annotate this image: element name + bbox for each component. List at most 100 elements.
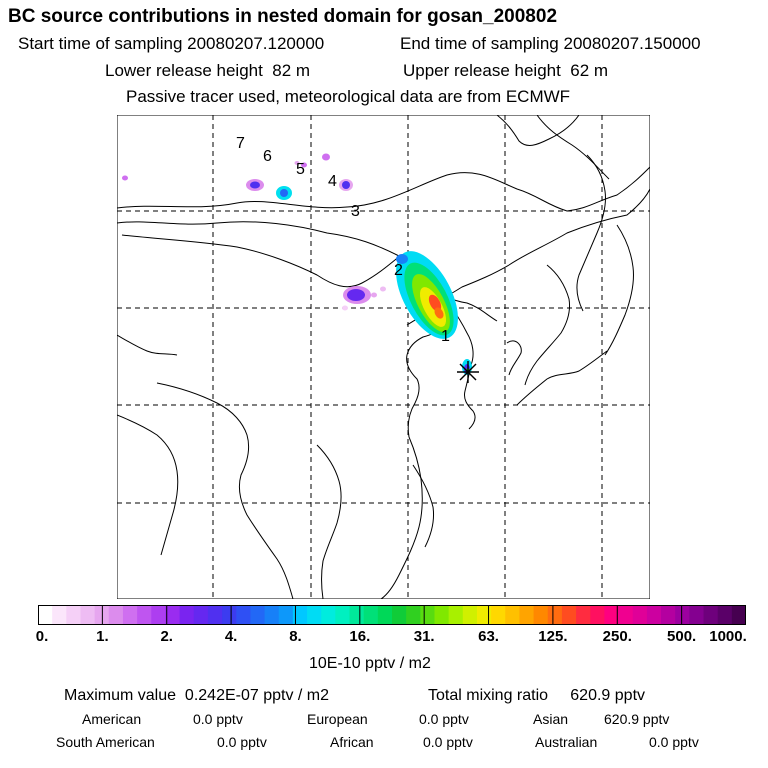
- start-value: 20080207.120000: [187, 34, 325, 53]
- colorbar-segment: [137, 605, 152, 625]
- colorbar-segment: [363, 605, 379, 625]
- tracer-note: Passive tracer used, meteorological data…: [126, 87, 571, 106]
- european-value: 0.0 pptv: [419, 711, 469, 727]
- colorbar-segment: [179, 605, 195, 625]
- colorbar-tick-label: 125.: [538, 628, 568, 645]
- colorbar-segment: [222, 605, 237, 625]
- colorbar-segment: [420, 605, 435, 625]
- colorbar-tick-label: 500.: [667, 628, 697, 645]
- colorbar-tick-label: 1000.: [709, 628, 747, 645]
- colorbar-segment: [264, 605, 280, 625]
- trajectory-label-6: 6: [263, 148, 272, 165]
- colorbar-segment: [377, 605, 393, 625]
- colorbar: [38, 605, 746, 625]
- colorbar-segment: [292, 605, 308, 625]
- colorbar-segment: [703, 605, 719, 625]
- colorbar-tick-label: 250.: [602, 628, 632, 645]
- american-value: 0.0 pptv: [193, 711, 243, 727]
- colorbar-segment: [462, 605, 478, 625]
- colorbar-segment: [207, 605, 223, 625]
- start-time: Start time of sampling 20080207.120000: [18, 34, 324, 54]
- colorbar-tick-label: 31.: [413, 628, 435, 645]
- start-label: Start time of sampling: [18, 34, 183, 53]
- colorbar-segment: [675, 605, 690, 625]
- colorbar-tick-label: 4.: [224, 628, 238, 645]
- colorbar-segment: [278, 605, 294, 625]
- african-label: African: [330, 734, 374, 750]
- colorbar-segment: [448, 605, 464, 625]
- colorbar-segment: [349, 605, 365, 625]
- coastlines: [117, 115, 650, 599]
- total-number: 620.9 pptv: [570, 687, 646, 704]
- map-panel: 1 2 3 4 5 6 7: [117, 115, 650, 599]
- star-marker: [457, 361, 479, 383]
- colorbar-unit: 10E-10 pptv / m2: [309, 655, 431, 672]
- colorbar-segment: [122, 605, 138, 625]
- total-mixing: Total mixing ratio 620.9 pptv: [428, 687, 645, 705]
- colorbar-segment: [561, 605, 577, 625]
- colorbar-segment: [519, 605, 535, 625]
- colorbar-segment: [434, 605, 450, 625]
- colorbar-segment: [321, 605, 336, 625]
- colorbar-segment: [108, 605, 124, 625]
- colorbar-segment: [66, 605, 81, 625]
- upper-release: Upper release height 62 m: [403, 61, 608, 81]
- colorbar-border: [38, 605, 746, 625]
- colorbar-segment: [576, 605, 591, 625]
- colorbar-segment: [406, 605, 421, 625]
- colorbar-segment: [52, 605, 67, 625]
- colorbar-segment: [491, 605, 506, 625]
- end-time: End time of sampling 20080207.150000: [400, 34, 701, 54]
- trajectory-label-3: 3: [351, 203, 360, 220]
- total-label: Total mixing ratio: [428, 687, 549, 704]
- south-american-label: South American: [56, 734, 155, 750]
- colorbar-segment: [618, 605, 634, 625]
- colorbar-segment: [604, 605, 620, 625]
- colorbar-segment: [689, 605, 705, 625]
- colorbar-segment: [335, 605, 351, 625]
- african-value: 0.0 pptv: [423, 734, 473, 750]
- american-label: American: [82, 711, 142, 727]
- trajectory-label-5: 5: [296, 161, 305, 178]
- upper-label: Upper release height: [403, 61, 561, 80]
- colorbar-tick-label: 1.: [96, 628, 109, 645]
- colorbar-segment: [392, 605, 407, 625]
- colorbar-tick-label: 16.: [349, 628, 371, 645]
- colorbar-segment: [731, 605, 746, 625]
- colorbar-segment: [505, 605, 520, 625]
- trajectory-label-2: 2: [394, 262, 403, 279]
- colorbar-segment: [236, 605, 251, 625]
- colorbar-segment: [250, 605, 266, 625]
- lower-label: Lower release height: [105, 61, 263, 80]
- australian-label: Australian: [535, 734, 598, 750]
- colorbar-segment: [307, 605, 322, 625]
- colorbar-segment: [193, 605, 209, 625]
- concentration-field: [122, 153, 472, 375]
- end-value: 20080207.150000: [563, 34, 701, 53]
- lower-release: Lower release height 82 m: [105, 61, 310, 81]
- colorbar-segment: [547, 605, 563, 625]
- colorbar-tick-label: 8.: [289, 628, 302, 645]
- lower-value: 82 m: [272, 61, 311, 80]
- trajectory-label-1: 1: [441, 328, 450, 345]
- colorbar-tick-label: 2.: [160, 628, 173, 645]
- trajectory-label-7: 7: [236, 135, 245, 152]
- colorbar-segment: [80, 605, 96, 625]
- colorbar-segment: [590, 605, 605, 625]
- max-number: 0.242E-07 pptv / m2: [184, 687, 330, 704]
- asian-value: 620.9 pptv: [604, 711, 670, 727]
- grid-lines: [117, 115, 650, 599]
- colorbar-segment: [632, 605, 648, 625]
- end-label: End time of sampling: [400, 34, 559, 53]
- colorbar-segment: [151, 605, 166, 625]
- colorbar-segment: [38, 605, 53, 625]
- trajectory-label-4: 4: [328, 173, 337, 190]
- colorbar-tick-label: 63.: [478, 628, 499, 645]
- map-title: BC source contributions in nested domain…: [8, 6, 558, 27]
- australian-value: 0.0 pptv: [649, 734, 699, 750]
- european-label: European: [307, 711, 368, 727]
- colorbar-segment: [661, 605, 676, 625]
- colorbar-segment: [165, 605, 181, 625]
- upper-value: 62 m: [570, 61, 609, 80]
- colorbar-segment: [646, 605, 662, 625]
